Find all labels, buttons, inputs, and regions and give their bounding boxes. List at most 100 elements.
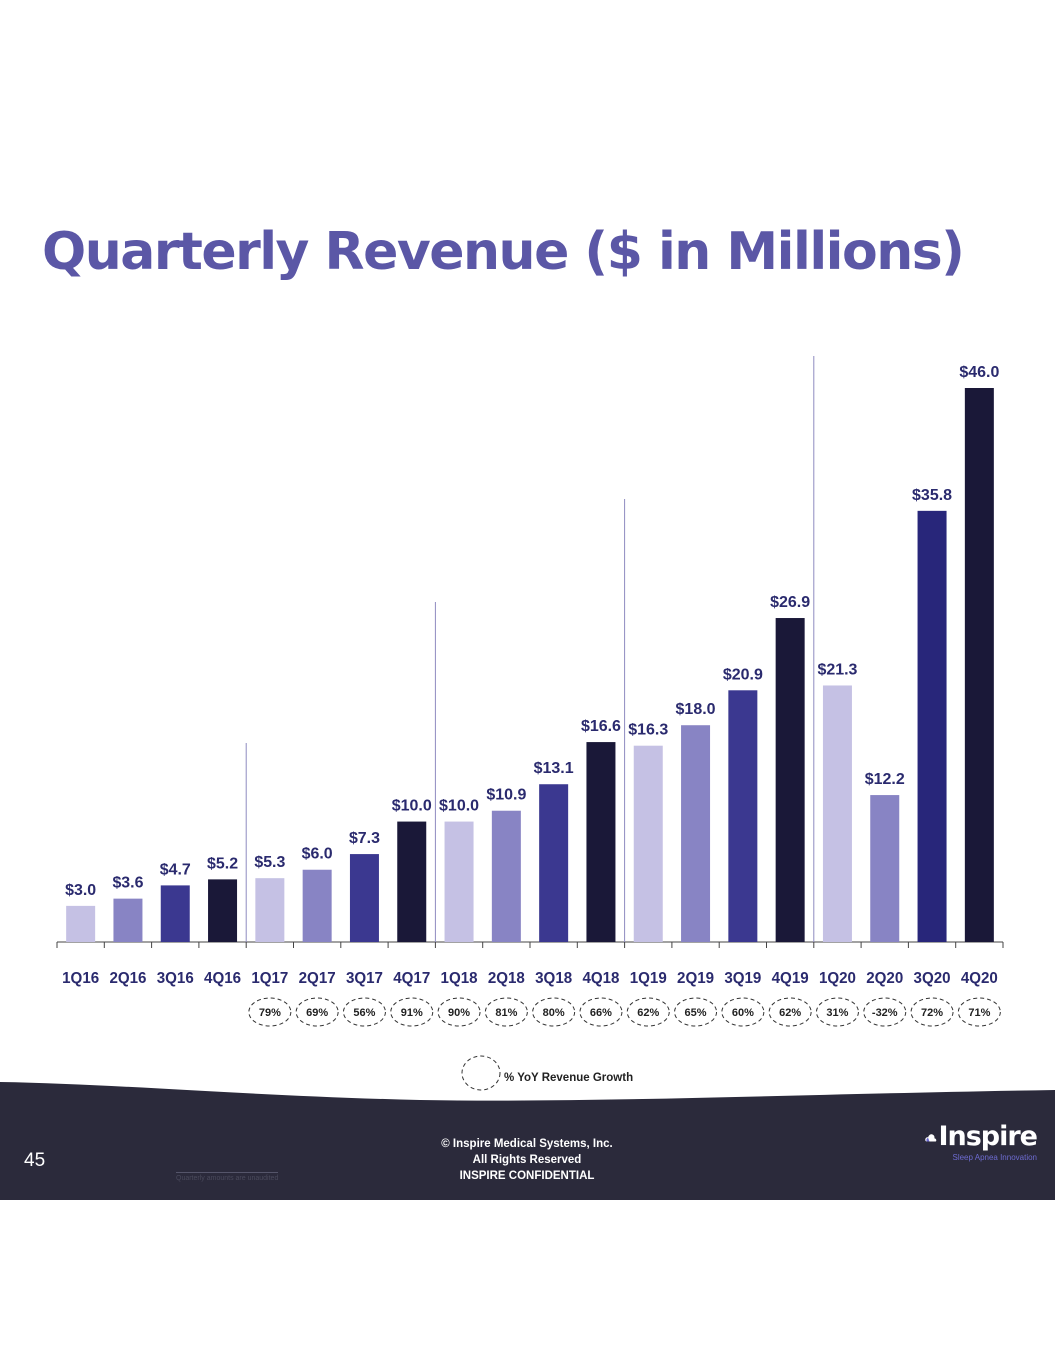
growth-bubble [674, 997, 718, 1027]
copyright-block: © Inspire Medical Systems, Inc. All Righ… [427, 1136, 627, 1184]
bar-value-label: $46.0 [959, 364, 999, 381]
bar-value-label: $20.9 [723, 666, 763, 683]
bar-value-label: $16.6 [581, 718, 621, 735]
bar-value-label: $12.2 [865, 771, 905, 788]
bar [491, 810, 521, 942]
bar [728, 690, 758, 942]
bar [302, 869, 332, 942]
bar-value-label: $10.0 [392, 798, 432, 815]
category-tick-label: 1Q20 [819, 970, 856, 987]
bar-value-label: $16.3 [628, 722, 668, 739]
growth-bubble [390, 997, 434, 1027]
growth-label: -32% [872, 1007, 898, 1019]
growth-label: 66% [590, 1007, 612, 1019]
category-tick-label: 4Q20 [961, 970, 998, 987]
growth-bubble [626, 997, 670, 1027]
growth-label: 90% [448, 1007, 470, 1019]
category-tick-label: 4Q17 [393, 970, 430, 987]
logo-wordmark: Inspire [938, 1121, 1038, 1152]
growth-label: 31% [826, 1007, 848, 1019]
growth-bubble [815, 997, 859, 1027]
bar [255, 878, 285, 942]
growth-label: 81% [495, 1007, 517, 1019]
bar-value-label: $13.1 [534, 760, 574, 777]
bar-value-label: $18.0 [676, 701, 716, 718]
category-tick-label: 2Q20 [866, 970, 903, 987]
bar [917, 510, 947, 942]
copyright-line: All Rights Reserved [472, 1154, 582, 1166]
bar [444, 821, 474, 942]
category-tick-label: 1Q16 [62, 970, 99, 987]
growth-bubble [437, 997, 481, 1027]
bar-value-label: $5.3 [254, 854, 285, 871]
growth-bubble [579, 997, 623, 1027]
bar [775, 618, 805, 942]
growth-label: 91% [401, 1007, 423, 1019]
bar [870, 795, 900, 942]
category-tick-label: 2Q19 [677, 970, 714, 987]
category-tick-label: 4Q18 [582, 970, 619, 987]
bar-value-label: $7.3 [349, 830, 380, 847]
growth-bubble [295, 997, 339, 1027]
cloud-icon [925, 1134, 937, 1142]
bar [539, 784, 569, 942]
growth-bubble [342, 997, 386, 1027]
growth-bubble [957, 997, 1001, 1027]
category-tick-label: 1Q18 [441, 970, 478, 987]
growth-label: 62% [779, 1007, 801, 1019]
growth-label: 71% [968, 1007, 990, 1019]
category-tick-label: 3Q20 [914, 970, 951, 987]
footer-wave [0, 1082, 1055, 1200]
bar-value-label: $26.9 [770, 594, 810, 611]
category-tick-label: 1Q17 [251, 970, 288, 987]
growth-bubble [484, 997, 528, 1027]
bar [681, 725, 711, 942]
bar [964, 388, 994, 942]
growth-label: 56% [353, 1007, 375, 1019]
category-tick-label: 3Q17 [346, 970, 383, 987]
category-tick-label: 3Q19 [724, 970, 761, 987]
bar-value-label: $4.7 [160, 861, 191, 878]
bar-value-label: $21.3 [817, 661, 857, 678]
growth-label: 60% [732, 1007, 754, 1019]
page-number: 45 [24, 1150, 46, 1171]
bar [397, 821, 427, 942]
growth-label: 65% [685, 1007, 707, 1019]
category-tick-label: 2Q17 [299, 970, 336, 987]
growth-label: 80% [543, 1007, 565, 1019]
revenue-bar-chart: $3.0 1Q16 $3.6 2Q16 $4.7 3Q16 $5.2 4Q16 $5.3 1Q17… [56, 356, 1004, 1091]
bar-value-label: $3.6 [112, 875, 143, 892]
growth-bubble [532, 997, 576, 1027]
inspire-logo: Inspire Sleep Apnea Innovation [925, 1121, 1038, 1162]
bar [208, 879, 238, 942]
chart-title: Quarterly Revenue ($ in Millions) [42, 222, 965, 282]
growth-bubble [768, 997, 812, 1027]
growth-label: 72% [921, 1007, 943, 1019]
bar-value-label: $5.2 [207, 855, 238, 872]
logo-tagline: Sleep Apnea Innovation [952, 1153, 1037, 1162]
legend-bubble [461, 1055, 501, 1091]
bar [113, 898, 143, 942]
footer-band [0, 1082, 1055, 1200]
copyright-line: © Inspire Medical Systems, Inc. [441, 1138, 613, 1150]
growth-label: 79% [259, 1007, 281, 1019]
growth-bubble [910, 997, 954, 1027]
bar [586, 742, 616, 942]
legend-label: % YoY Revenue Growth [504, 1072, 633, 1084]
bar [822, 685, 852, 942]
bar-value-label: $3.0 [65, 882, 96, 899]
bar [160, 885, 190, 942]
growth-label: 62% [637, 1007, 659, 1019]
category-tick-label: 2Q18 [488, 970, 525, 987]
footnote: Quarterly amounts are unaudited [176, 1172, 279, 1182]
copyright-line: INSPIRE CONFIDENTIAL [459, 1170, 595, 1182]
bar-value-label: $35.8 [912, 487, 952, 504]
category-tick-label: 3Q16 [157, 970, 194, 987]
category-tick-label: 4Q16 [204, 970, 241, 987]
bar [66, 905, 96, 942]
category-tick-label: 2Q16 [109, 970, 146, 987]
category-tick-label: 1Q19 [630, 970, 667, 987]
bar-value-label: $10.0 [439, 798, 479, 815]
growth-bubble [248, 997, 292, 1027]
growth-bubble [863, 997, 907, 1027]
